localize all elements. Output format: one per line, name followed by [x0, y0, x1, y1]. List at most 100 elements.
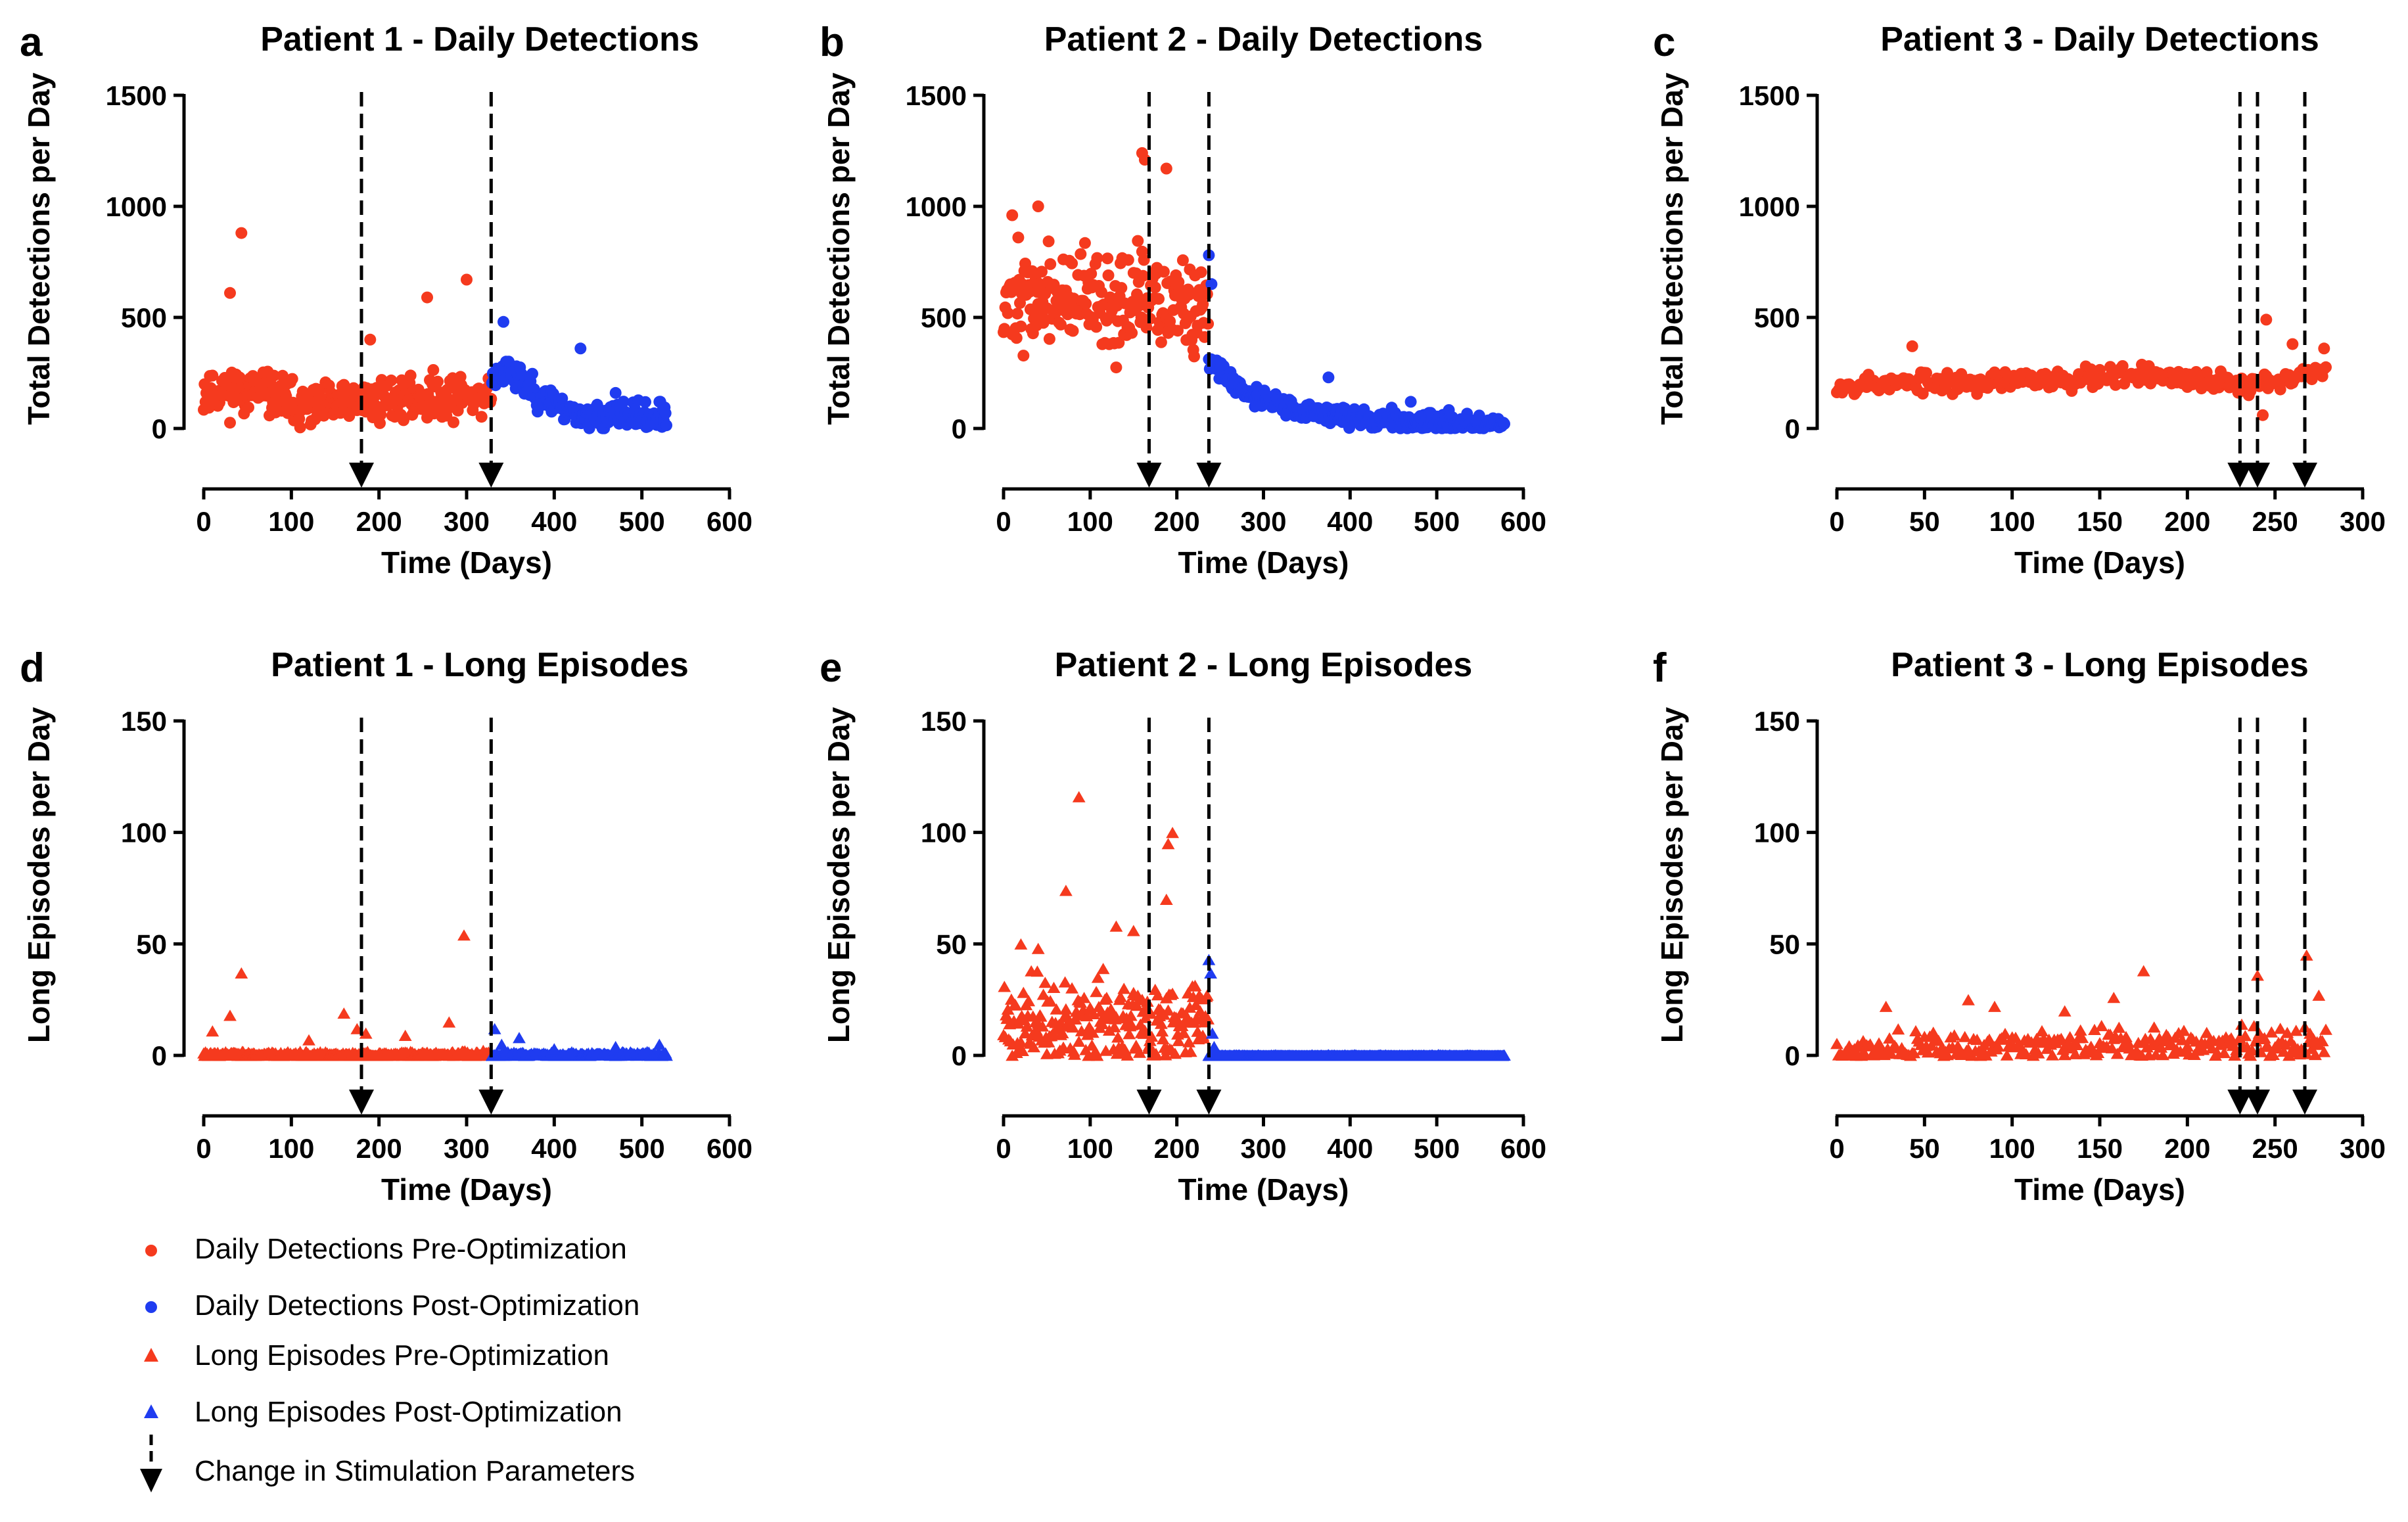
series-post [1203, 249, 1510, 434]
data-point [1011, 308, 1024, 320]
data-point [2084, 1040, 2098, 1052]
legend-item: Change in Stimulation Parameters [140, 1435, 635, 1492]
data-point [1027, 1041, 1040, 1053]
data-point [1102, 269, 1115, 281]
data-point [2246, 1044, 2259, 1056]
x-axis-label: Time (Days) [1178, 1172, 1349, 1207]
x-tick-label: 300 [2340, 1133, 2386, 1164]
y-tick-label: 0 [952, 1040, 967, 1071]
series-pre [198, 227, 498, 434]
data-point [1014, 938, 1028, 950]
data-point [2091, 1046, 2105, 1058]
data-point [2144, 1032, 2158, 1044]
data-point [1155, 336, 1167, 348]
y-axis-label: Long Episodes per Day [22, 706, 56, 1043]
series-pre [1830, 949, 2332, 1061]
data-point [2217, 1047, 2231, 1059]
data-point [2095, 1020, 2108, 1032]
data-point [513, 1032, 526, 1044]
y-tick-label: 1500 [1739, 80, 1800, 111]
data-point [2317, 1046, 2331, 1057]
legend-item: Daily Detections Pre-Optimization [145, 1233, 627, 1265]
data-point [1498, 1049, 1511, 1061]
x-tick-label: 100 [1067, 1133, 1113, 1164]
data-point [1182, 1036, 1195, 1048]
data-point [1114, 990, 1127, 1002]
data-point [2156, 1049, 2169, 1061]
data-point [1149, 281, 1161, 294]
data-point [1043, 333, 1055, 345]
legend-label: Daily Detections Post-Optimization [195, 1289, 639, 1322]
data-point [1113, 336, 1125, 349]
data-point [1066, 257, 1078, 269]
data-point [243, 402, 254, 413]
data-point [1042, 1036, 1055, 1048]
x-tick-label: 200 [356, 1133, 402, 1164]
panels: a Patient 1 - Daily Detections05001000150… [20, 20, 2386, 1207]
x-tick-label: 500 [1414, 1133, 1460, 1164]
data-point [2110, 379, 2121, 391]
change-arrow [2292, 463, 2317, 488]
data-point [1126, 925, 1140, 936]
data-point [1072, 791, 1086, 802]
legend-item: Long Episodes Post-Optimization [144, 1396, 622, 1428]
x-tick-label: 150 [2077, 1133, 2123, 1164]
data-point [1123, 1028, 1136, 1040]
data-point [609, 1040, 622, 1052]
data-point [2107, 992, 2121, 1003]
data-point [1947, 1029, 1961, 1041]
y-tick-label: 50 [1769, 929, 1800, 959]
x-tick-label: 100 [1067, 506, 1113, 537]
data-point [1173, 283, 1186, 295]
data-point [1031, 942, 1045, 954]
y-tick-label: 1500 [906, 80, 967, 111]
data-point [2258, 1032, 2271, 1044]
data-point [1126, 327, 1138, 339]
data-point [1121, 1049, 1134, 1061]
data-point [1941, 1049, 1954, 1061]
data-point [2121, 1036, 2135, 1048]
data-point [617, 396, 630, 408]
data-point [556, 392, 568, 405]
data-point [1017, 986, 1030, 998]
data-point [224, 287, 236, 299]
data-point [1176, 254, 1189, 266]
data-point [1014, 1036, 1028, 1048]
data-point [2177, 1025, 2190, 1036]
data-point [2312, 989, 2326, 1001]
data-point [2235, 1018, 2248, 1030]
chart-title: Patient 1 - Daily Detections [260, 20, 699, 58]
chart-title: Patient 2 - Long Episodes [1055, 646, 1473, 684]
x-tick-label: 300 [1240, 1133, 1286, 1164]
data-point [2257, 409, 2269, 421]
data-point [1151, 989, 1165, 1001]
change-arrow [2227, 1090, 2253, 1115]
data-point [1085, 267, 1098, 280]
data-point [998, 980, 1011, 992]
x-tick-label: 300 [444, 1133, 490, 1164]
data-point [1188, 979, 1202, 991]
data-point [404, 369, 417, 382]
y-tick-label: 0 [152, 413, 167, 444]
data-point [337, 1007, 351, 1019]
change-arrow [1136, 1090, 1162, 1115]
x-tick-label: 200 [2164, 506, 2210, 537]
data-point [1133, 1046, 1146, 1058]
x-tick-label: 100 [268, 506, 314, 537]
data-point [1009, 999, 1023, 1011]
data-point [660, 419, 672, 432]
data-point [1166, 987, 1179, 999]
data-point [1970, 1034, 1984, 1046]
y-axis-label: Total Detections per Day [822, 72, 856, 425]
data-point [1006, 209, 1019, 221]
data-point [1055, 318, 1067, 331]
data-point [1138, 254, 1150, 266]
y-tick-label: 1000 [1739, 191, 1800, 222]
panel-d: d Patient 1 - Long Episodes 0 50 100 150 Long … [20, 645, 752, 1207]
data-point [1205, 1027, 1219, 1039]
change-arrow [478, 463, 504, 488]
data-point [1201, 1013, 1215, 1025]
data-point [1117, 982, 1131, 994]
series-post [485, 1023, 673, 1061]
